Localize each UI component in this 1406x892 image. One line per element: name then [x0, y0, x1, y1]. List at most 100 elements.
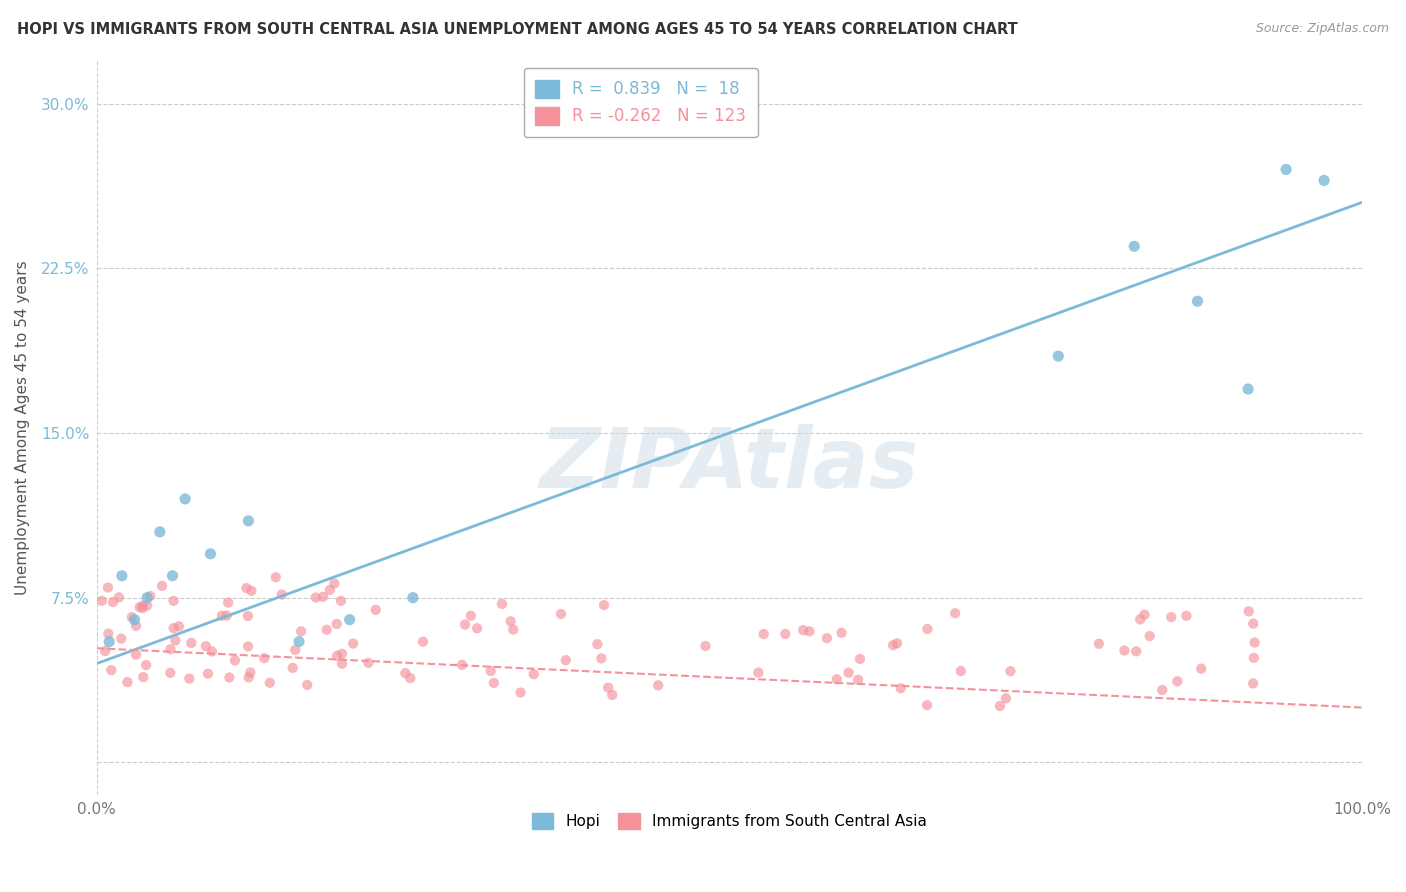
Point	[329, 594, 352, 608]
Point	[460, 608, 482, 623]
Point	[1241, 676, 1264, 690]
Point	[502, 623, 524, 637]
Point	[1160, 610, 1182, 624]
Point	[284, 643, 307, 657]
Point	[238, 670, 260, 684]
Point	[846, 673, 869, 687]
Point	[831, 625, 853, 640]
Point	[200, 547, 222, 561]
Point	[339, 613, 361, 627]
Point	[264, 570, 287, 584]
Point	[139, 589, 162, 603]
Point	[890, 681, 912, 696]
Point	[412, 634, 434, 648]
Point	[509, 685, 531, 699]
Point	[162, 594, 184, 608]
Point	[598, 681, 620, 695]
Point	[281, 661, 304, 675]
Y-axis label: Unemployment Among Ages 45 to 54 years: Unemployment Among Ages 45 to 54 years	[15, 260, 30, 595]
Point	[201, 644, 224, 658]
Point	[236, 609, 259, 624]
Point	[364, 603, 387, 617]
Point	[211, 608, 233, 623]
Point	[97, 581, 120, 595]
Text: Source: ZipAtlas.com: Source: ZipAtlas.com	[1256, 22, 1389, 36]
Point	[238, 514, 260, 528]
Point	[465, 621, 488, 635]
Point	[197, 666, 219, 681]
Point	[215, 608, 238, 623]
Point	[132, 599, 155, 613]
Point	[239, 665, 262, 680]
Point	[94, 644, 117, 658]
Point	[600, 688, 623, 702]
Point	[988, 698, 1011, 713]
Point	[1275, 162, 1298, 177]
Point	[523, 667, 546, 681]
Point	[399, 671, 422, 685]
Point	[747, 665, 769, 680]
Point	[1237, 604, 1260, 618]
Point	[1187, 294, 1209, 309]
Point	[111, 568, 134, 582]
Point	[1313, 173, 1336, 187]
Point	[825, 673, 848, 687]
Point	[586, 637, 609, 651]
Point	[288, 634, 311, 648]
Point	[482, 676, 505, 690]
Point	[451, 657, 474, 672]
Point	[1133, 607, 1156, 622]
Point	[593, 598, 616, 612]
Point	[235, 581, 257, 595]
Point	[1047, 349, 1070, 363]
Point	[838, 665, 860, 680]
Point	[253, 651, 276, 665]
Point	[491, 597, 513, 611]
Point	[342, 637, 364, 651]
Point	[402, 591, 425, 605]
Point	[1241, 616, 1264, 631]
Point	[1000, 664, 1022, 678]
Point	[101, 595, 124, 609]
Point	[915, 698, 938, 713]
Point	[117, 675, 139, 690]
Point	[121, 610, 143, 624]
Point	[179, 672, 201, 686]
Point	[159, 665, 181, 680]
Point	[1114, 643, 1136, 657]
Point	[180, 636, 202, 650]
Point	[218, 670, 240, 684]
Point	[815, 631, 838, 645]
Point	[1243, 651, 1265, 665]
Point	[1088, 637, 1111, 651]
Point	[1152, 683, 1174, 698]
Point	[499, 615, 522, 629]
Point	[695, 639, 717, 653]
Point	[125, 619, 148, 633]
Point	[167, 619, 190, 633]
Point	[647, 678, 669, 692]
Point	[752, 627, 775, 641]
Point	[917, 622, 939, 636]
Point	[1129, 612, 1152, 626]
Point	[136, 591, 159, 605]
Point	[297, 678, 319, 692]
Point	[886, 636, 908, 650]
Point	[98, 634, 121, 648]
Point	[132, 670, 155, 684]
Point	[150, 579, 173, 593]
Point	[775, 627, 797, 641]
Point	[323, 576, 346, 591]
Point	[110, 632, 132, 646]
Point	[100, 663, 122, 677]
Point	[305, 591, 328, 605]
Point	[319, 582, 342, 597]
Point	[124, 613, 146, 627]
Point	[315, 623, 337, 637]
Point	[1139, 629, 1161, 643]
Point	[224, 653, 246, 667]
Point	[217, 596, 239, 610]
Point	[1175, 608, 1198, 623]
Point	[159, 642, 181, 657]
Point	[108, 591, 131, 605]
